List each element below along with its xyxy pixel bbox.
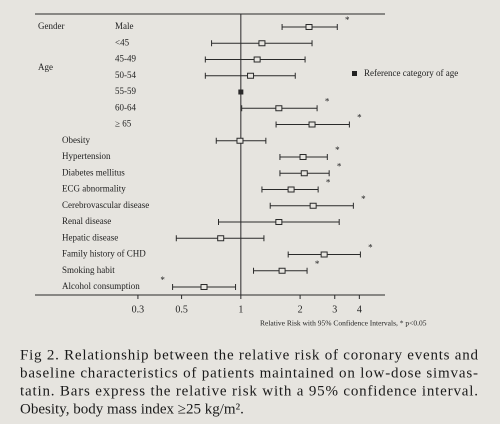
significance-mark: * xyxy=(361,194,366,204)
estimate xyxy=(275,219,283,225)
estimate xyxy=(217,235,225,242)
estimate xyxy=(287,186,295,193)
estimate xyxy=(253,56,261,63)
significance-mark: * xyxy=(357,113,362,123)
category-label: Cerebrovascular disease xyxy=(62,200,149,210)
category-label: Renal disease xyxy=(62,216,111,226)
x-tick-label: 0.3 xyxy=(132,304,145,315)
x-tick-label: 3 xyxy=(332,304,337,315)
caption-line: Obesity, body mass index ≥25 kg/m². xyxy=(20,401,244,417)
x-tick-label: 1 xyxy=(238,304,243,315)
significance-mark: * xyxy=(160,275,165,285)
significance-mark: * xyxy=(315,259,320,269)
category-label: Obesity xyxy=(62,135,90,145)
category-label: 60-64 xyxy=(115,102,136,112)
estimate xyxy=(200,284,208,290)
group-label: Age xyxy=(38,62,53,72)
estimate xyxy=(247,72,255,79)
x-tick-label: 4 xyxy=(357,304,362,315)
estimate xyxy=(305,24,313,30)
caption-line: Fig 2. Relationship between the relative… xyxy=(20,347,478,363)
category-label: Hypertension xyxy=(62,151,111,161)
category-label: Male xyxy=(115,21,134,31)
estimate xyxy=(275,105,283,112)
estimate xyxy=(300,170,308,177)
significance-mark: * xyxy=(345,15,350,25)
significance-mark: * xyxy=(326,178,331,188)
significance-mark: * xyxy=(337,161,342,171)
caption-line: tatin. Bars express the relative risk wi… xyxy=(20,383,478,399)
estimate xyxy=(236,137,244,144)
significance-mark: * xyxy=(368,243,373,253)
category-label: Hepatic disease xyxy=(62,232,118,242)
x-tick-label: 0.5 xyxy=(175,304,188,315)
estimate xyxy=(258,40,266,47)
category-label: Family history of CHD xyxy=(62,249,146,259)
category-label: <45 xyxy=(115,37,130,47)
legend-marker xyxy=(352,71,357,76)
x-tick-label: 2 xyxy=(298,304,303,315)
x-axis-label: Relative Risk with 95% Confidence Interv… xyxy=(260,319,427,328)
reference-estimate xyxy=(238,89,244,95)
legend-label: Reference category of age xyxy=(364,68,458,78)
estimate xyxy=(278,267,286,274)
estimate xyxy=(320,251,328,258)
caption-line: baseline characteristics of patients mai… xyxy=(20,365,478,381)
estimate xyxy=(299,154,307,160)
category-label: 55-59 xyxy=(115,86,136,96)
category-label: 45-49 xyxy=(115,54,136,64)
category-label: 50-54 xyxy=(115,70,136,80)
estimate xyxy=(309,202,317,209)
category-label: ECG abnormality xyxy=(62,184,126,194)
category-label: Alcohol consumption xyxy=(62,281,140,291)
significance-mark: * xyxy=(335,145,340,155)
estimate xyxy=(308,121,316,128)
category-label: Diabetes mellitus xyxy=(62,167,125,177)
category-label: ≥ 65 xyxy=(115,119,132,129)
group-label: Gender xyxy=(38,21,65,31)
significance-mark: * xyxy=(325,96,330,106)
category-label: Smoking habit xyxy=(62,265,115,275)
